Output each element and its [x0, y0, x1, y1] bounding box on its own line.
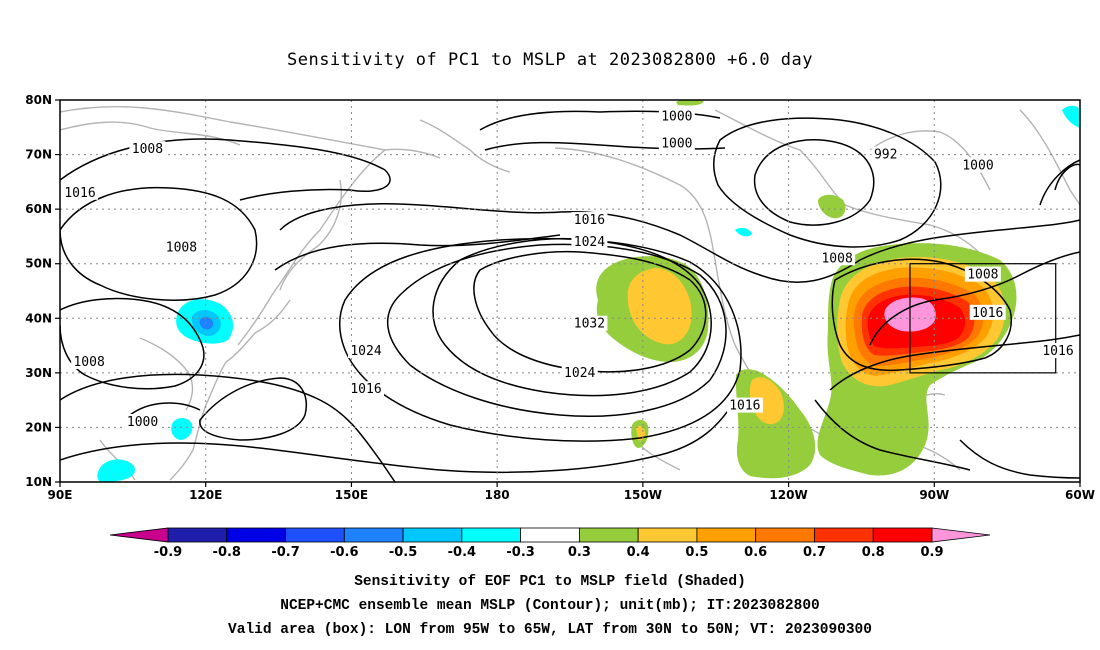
colorbar-max-arrow — [931, 527, 991, 543]
colorbar-swatch — [226, 527, 286, 543]
contour-label: 1000 — [962, 158, 993, 173]
colorbar-label: -0.8 — [213, 545, 241, 560]
contour-label: 1008 — [166, 240, 197, 255]
colorbar-label: -0.3 — [506, 545, 534, 560]
contour-label-bg — [561, 364, 598, 380]
contour-label-bg — [348, 343, 384, 359]
lat-tick-label: 10N — [25, 475, 52, 489]
contour-label: 1008 — [821, 251, 852, 266]
lon-axis: 90E 120E 150E 180 150W 120W 90W 60W — [48, 482, 1095, 502]
sensitivity-shading — [97, 100, 1080, 482]
colorbar-swatch — [520, 527, 580, 543]
lat-tick-label: 60N — [25, 202, 52, 216]
contour-label: 1024 — [564, 366, 595, 381]
contour-label-bg — [819, 250, 856, 266]
contour-label-bg — [129, 141, 166, 157]
contour-label: 1016 — [972, 306, 1003, 321]
contour-label: 992 — [874, 148, 897, 163]
colorbar-label: 0.5 — [685, 545, 708, 560]
contour-label: 1008 — [967, 268, 998, 283]
lon-tick-label: 90E — [48, 488, 73, 502]
lat-tick-label: 80N — [25, 93, 52, 107]
lon-tick-label: 150E — [335, 488, 368, 502]
contour-label: 1016 — [350, 382, 381, 397]
lon-tick-label: 120E — [189, 488, 222, 502]
chart-title: Sensitivity of PC1 to MSLP at 2023082800… — [286, 50, 813, 70]
caption-line-3: Valid area (box): LON from 95W to 65W, L… — [228, 622, 872, 638]
colorbar-swatch — [637, 527, 698, 543]
contour-label: 1016 — [574, 213, 605, 228]
lat-tick-label: 70N — [25, 148, 52, 162]
contour-label-bg — [871, 146, 900, 162]
colorbar-swatch — [755, 527, 815, 543]
contour-label-bg — [726, 397, 763, 413]
contour-label-bg — [71, 353, 108, 369]
colorbar-label: 0.3 — [568, 545, 591, 560]
colorbar-swatch — [872, 527, 933, 543]
contour-label-bg — [571, 233, 608, 249]
contour-labels: 1000 1000 992 1000 1008 1016 1016 1024 1008 1008 1… — [62, 108, 1076, 430]
colorbar-swatch — [578, 527, 639, 543]
colorbar-label: -0.9 — [154, 545, 182, 560]
contour-label: 1016 — [729, 399, 760, 414]
contour-label-bg — [658, 108, 695, 124]
caption-line-2: NCEP+CMC ensemble mean MSLP (Contour); u… — [280, 598, 820, 614]
contour-label: 1008 — [132, 142, 163, 157]
colorbar-label: 0.9 — [920, 545, 943, 560]
contour-label-bg — [571, 212, 608, 228]
colorbar-swatch — [343, 527, 404, 543]
contour-label: 1024 — [350, 344, 381, 359]
contour-label: 1000 — [661, 137, 692, 152]
colorbar-swatch — [402, 527, 463, 543]
colorbar-label: -0.4 — [448, 545, 476, 560]
colorbar-swatch — [696, 527, 757, 543]
colorbar-label: -0.7 — [271, 545, 299, 560]
valid-area-box — [909, 263, 1057, 374]
colorbar-min-arrow — [109, 527, 169, 543]
contour-label: 1016 — [1042, 344, 1073, 359]
lon-tick-label: 60W — [1065, 488, 1095, 502]
contour-label-bg — [1040, 343, 1076, 359]
lat-axis: 80N 70N 60N 50N 40N 30N 20N 10N — [25, 93, 60, 489]
colorbar-label: 0.7 — [803, 545, 826, 560]
contour-label-bg — [163, 239, 200, 255]
map-frame — [59, 99, 1081, 483]
lon-tick-label: 90W — [919, 488, 949, 502]
colorbar-label: -0.6 — [330, 545, 358, 560]
colorbar-label: 0.4 — [627, 545, 650, 560]
lon-tick-label: 180 — [485, 488, 510, 502]
colorbar-swatch — [814, 527, 874, 543]
contour-label: 1016 — [64, 186, 95, 201]
colorbar: -0.9 -0.8 -0.7 -0.6 -0.5 -0.4 -0.3 0.3 0.4 0.5 0.6… — [109, 527, 991, 560]
mslp-contours — [60, 110, 1080, 482]
contour-label-bg — [658, 135, 695, 151]
contour-label-bg — [571, 315, 608, 331]
contour-label: 1032 — [574, 317, 605, 332]
contour-label: 1008 — [73, 355, 104, 370]
colorbar-swatch — [167, 527, 228, 543]
lat-tick-label: 30N — [25, 366, 52, 380]
contour-label: 1000 — [127, 415, 158, 430]
contour-label-bg — [348, 381, 384, 397]
contour-label: 1024 — [574, 235, 605, 250]
contour-label: 1000 — [661, 109, 692, 124]
colorbar-label: 0.8 — [862, 545, 885, 560]
lat-tick-label: 50N — [25, 257, 52, 271]
colorbar-swatch — [285, 527, 345, 543]
lat-tick-label: 20N — [25, 420, 52, 434]
contour-label-bg — [969, 304, 1006, 320]
contour-label-bg — [62, 184, 98, 200]
colorbar-swatch — [461, 527, 522, 543]
contour-label-bg — [964, 266, 1001, 282]
lon-tick-label: 120W — [769, 488, 807, 502]
colorbar-label: -0.5 — [389, 545, 417, 560]
contour-label-bg — [124, 413, 161, 429]
lat-tick-label: 40N — [25, 311, 52, 325]
colorbar-label: 0.6 — [744, 545, 767, 560]
contour-label-bg — [960, 157, 996, 173]
caption-line-1: Sensitivity of EOF PC1 to MSLP field (Sh… — [354, 574, 746, 590]
lon-tick-label: 150W — [624, 488, 662, 502]
